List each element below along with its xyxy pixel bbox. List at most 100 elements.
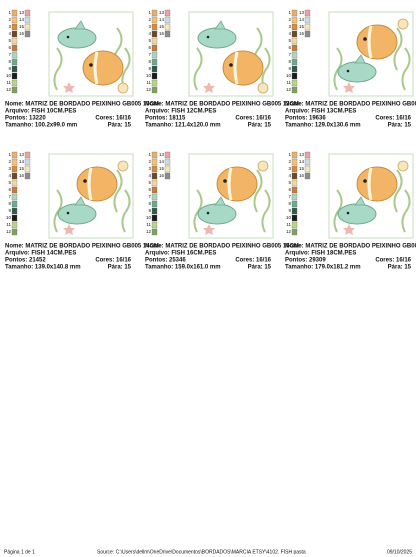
thread-swatch: [291, 151, 298, 159]
thread-swatch: [291, 186, 298, 194]
design-image: [328, 11, 414, 97]
thread-swatch: [164, 158, 171, 166]
thread-number: 1: [148, 10, 151, 15]
design-size: Tamanho: 129.0x130.6 mm: [285, 123, 361, 129]
thread-swatch: [151, 221, 158, 229]
thread-swatch: [11, 193, 18, 201]
design-colors: Cores: 16/16: [235, 258, 271, 264]
shell: [257, 160, 269, 172]
thread-number: 14: [19, 17, 25, 22]
thread-swatch: [11, 179, 18, 187]
design-name: Nome: MATRIZ DE BORDADO PEIXINHO GB005 1…: [5, 102, 159, 108]
thread-swatch: [291, 23, 298, 31]
thread-swatch: [151, 214, 158, 222]
shark-eye: [346, 69, 350, 73]
thread-swatch: [151, 179, 158, 187]
thread-swatch: [151, 165, 158, 173]
clownfish-eye: [223, 179, 227, 183]
frame: [188, 11, 274, 97]
thread-swatch: [151, 207, 158, 215]
frame: [328, 153, 414, 239]
thread-number: 2: [148, 17, 151, 22]
thread-number: 13: [299, 10, 305, 15]
thread-number: 9: [148, 66, 151, 71]
thread-swatch: [151, 51, 158, 59]
thread-number: 15: [159, 24, 165, 29]
thread-swatch: [291, 200, 298, 208]
shark-fin: [74, 196, 86, 206]
shark: [197, 27, 237, 49]
thread-swatch: [151, 37, 158, 45]
shark: [197, 203, 237, 225]
thread-swatch: [304, 23, 311, 31]
thread-number: 13: [19, 152, 25, 157]
clownfish-stripe: [367, 167, 373, 201]
shark-eye: [66, 35, 70, 39]
starfish: [63, 224, 75, 235]
thread-number: 14: [299, 159, 305, 164]
clownfish-eye: [83, 179, 87, 183]
thread-number: 10: [146, 73, 152, 78]
thread-swatch: [11, 30, 18, 38]
thread-number: 12: [286, 229, 292, 234]
thread-swatch: [164, 23, 171, 31]
frame: [48, 153, 134, 239]
thread-swatch: [11, 16, 18, 24]
thread-swatch: [11, 51, 18, 59]
thread-number: 5: [288, 180, 291, 185]
thread-swatch: [151, 200, 158, 208]
thread-number: 4: [8, 31, 11, 36]
design-stitches: Pontos: 19636: [285, 116, 326, 122]
seaweed: [393, 169, 403, 213]
thread-number: 8: [8, 59, 11, 64]
thread-number: 14: [299, 17, 305, 22]
thread-number: 11: [286, 222, 291, 227]
thread-swatch: [304, 165, 311, 173]
thread-number: 11: [6, 80, 11, 85]
thread-number: 2: [288, 159, 291, 164]
thread-number: 12: [146, 229, 152, 234]
thread-number: 11: [146, 222, 151, 227]
footer-source: Source: C:\Users\dellm\OneDrive\Document…: [97, 549, 306, 555]
thread-swatch: [291, 30, 298, 38]
starfish: [343, 224, 355, 235]
thread-number: 1: [8, 152, 11, 157]
thread-swatch: [11, 186, 18, 194]
thread-swatch: [151, 86, 158, 94]
seaweed: [53, 47, 63, 91]
thread-number: 1: [288, 152, 291, 157]
thread-swatch: [291, 37, 298, 45]
thread-number: 3: [8, 166, 11, 171]
thread-swatch: [24, 30, 31, 38]
thread-number: 11: [146, 80, 151, 85]
design-image: [328, 153, 414, 239]
thread-swatch: [304, 16, 311, 24]
shell: [397, 160, 409, 172]
design-stitches: Pontos: 18115: [145, 116, 186, 122]
thread-number: 5: [288, 38, 291, 43]
thread-number: 15: [159, 166, 165, 171]
clownfish: [356, 166, 398, 202]
thread-number: 5: [8, 180, 11, 185]
thread-swatch: [291, 79, 298, 87]
design-colors: Cores: 16/16: [235, 116, 271, 122]
thread-swatch: [151, 30, 158, 38]
design-file: Arquivo: FISH 16CM.PES: [145, 251, 216, 257]
thread-swatch: [304, 151, 311, 159]
thread-number: 10: [286, 73, 292, 78]
thread-number: 4: [288, 31, 291, 36]
shell: [257, 82, 269, 94]
thread-swatch: [164, 30, 171, 38]
thread-swatch: [11, 158, 18, 166]
thread-swatch: [151, 44, 158, 52]
seaweed: [193, 47, 203, 91]
design-colors: Cores: 16/16: [375, 258, 411, 264]
thread-number: 9: [148, 208, 151, 213]
thread-swatch: [11, 151, 18, 159]
thread-number: 11: [286, 80, 291, 85]
clownfish-stripe: [87, 167, 93, 201]
thread-swatch: [11, 23, 18, 31]
clownfish-stripe: [93, 51, 99, 85]
